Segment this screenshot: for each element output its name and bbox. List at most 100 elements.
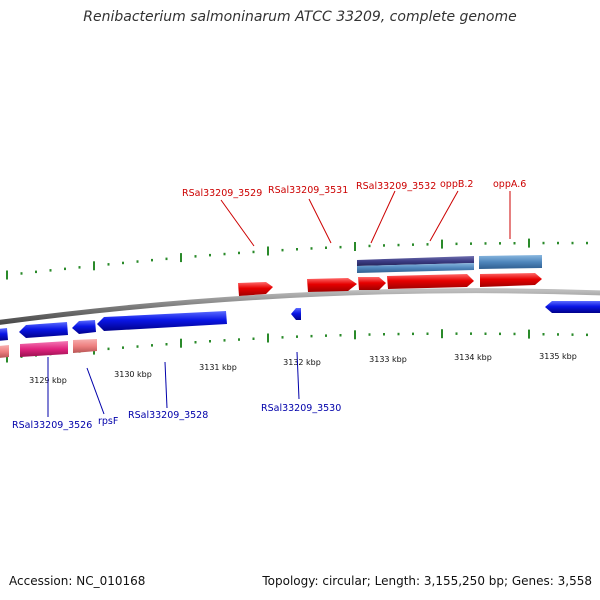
- gc-tick: [441, 329, 443, 339]
- gc-tick: [571, 333, 574, 336]
- gc-tick: [267, 333, 269, 343]
- accession-text: Accession: NC_010168: [9, 574, 146, 588]
- gene-rsal3526[interactable]: [19, 322, 68, 338]
- gc-tick: [484, 332, 487, 335]
- feature-operon-steel-b[interactable]: [479, 255, 542, 269]
- gc-tick: [586, 333, 588, 337]
- scale-tick-label: 3134 kbp: [454, 353, 492, 362]
- gc-tick: [136, 260, 139, 263]
- label-rpsF: rpsF: [98, 416, 118, 427]
- gc-tick: [412, 332, 414, 336]
- reverse-leader-lines: [47, 351, 300, 417]
- gene-oppB2[interactable]: [387, 274, 474, 289]
- gc-tick: [325, 334, 327, 337]
- gc-tick: [209, 340, 211, 343]
- gene-oppA6[interactable]: [480, 273, 542, 287]
- label-rsal3530: RSal33209_3530: [261, 403, 341, 414]
- gc-tick: [122, 261, 124, 265]
- gc-tick: [122, 346, 124, 349]
- gc-tick: [513, 242, 516, 245]
- gc-tick: [107, 347, 110, 351]
- gene-rsal3530[interactable]: [291, 308, 301, 320]
- gc-tick: [93, 261, 95, 271]
- gc-tick: [49, 269, 52, 272]
- gc-tick: [354, 330, 356, 340]
- gc-tick: [310, 247, 313, 250]
- gc-tick: [412, 243, 414, 246]
- scale-tick-label: 3131 kbp: [199, 363, 237, 372]
- gc-tick: [586, 241, 588, 245]
- gc-tick: [426, 243, 429, 246]
- gc-tick: [325, 246, 327, 249]
- scale-tick-label: 3133 kbp: [369, 355, 407, 364]
- gc-tick: [252, 337, 255, 340]
- gc-tick: [6, 270, 8, 280]
- gene-rsal3529[interactable]: [238, 282, 273, 296]
- gc-tick: [571, 241, 574, 245]
- map-title: Renibacterium salmoninarum ATCC 33209, c…: [83, 9, 517, 25]
- gc-tick: [151, 258, 153, 262]
- gc-tick: [383, 244, 385, 247]
- label-rsal3529: RSal33209_3529: [182, 188, 262, 199]
- gc-tick: [368, 333, 371, 336]
- feature-salmon[interactable]: [73, 339, 97, 353]
- gc-tick: [557, 333, 559, 336]
- label-rsal3528: RSal33209_3528: [128, 410, 208, 421]
- gc-tick: [238, 251, 240, 255]
- gc-tick: [180, 338, 182, 348]
- gc-tick: [151, 344, 153, 347]
- gc-skew-outer-track: [6, 238, 588, 280]
- gc-tick: [339, 334, 342, 337]
- gc-tick: [339, 245, 342, 249]
- gc-tick: [310, 334, 313, 338]
- label-oppA6: oppA.6: [493, 179, 526, 190]
- feature-operon-steel-a[interactable]: [357, 263, 474, 273]
- scale-tick-label: 3130 kbp: [114, 370, 152, 379]
- gc-tick: [383, 333, 385, 336]
- gc-tick: [296, 335, 298, 338]
- gc-tick: [78, 266, 81, 269]
- gene-rsal3531[interactable]: [307, 278, 357, 292]
- scale-tick-label: 3135 kbp: [539, 352, 577, 361]
- scale-tick-label: 3132 kbp: [283, 358, 321, 367]
- feature-salmon-left[interactable]: [0, 345, 9, 358]
- label-rsal3532: RSal33209_3532: [356, 181, 436, 192]
- gene-reverse-0[interactable]: [0, 328, 8, 341]
- gc-tick: [165, 257, 168, 261]
- genome-summary-text: Topology: circular; Length: 3,155,250 bp…: [262, 574, 592, 588]
- gc-tick: [499, 332, 501, 336]
- gc-tick: [470, 242, 472, 245]
- gc-tick: [209, 253, 211, 257]
- feature-pink[interactable]: [20, 341, 68, 357]
- gc-tick: [194, 341, 197, 344]
- gc-tick: [35, 270, 37, 274]
- gc-tick: [238, 338, 240, 341]
- gc-tick: [252, 250, 255, 254]
- gc-tick: [20, 272, 23, 275]
- label-rsal3526: RSal33209_3526: [12, 420, 92, 431]
- gc-tick: [557, 241, 559, 245]
- label-oppB2: oppB.2: [440, 179, 473, 190]
- gc-tick: [6, 353, 8, 363]
- gc-tick: [281, 248, 284, 252]
- gc-tick: [368, 244, 371, 248]
- gc-tick: [455, 332, 458, 335]
- gc-tick: [397, 243, 400, 247]
- gc-tick: [267, 246, 269, 256]
- gene-reverse-right[interactable]: [545, 301, 600, 313]
- gc-tick: [513, 332, 516, 336]
- gc-tick: [499, 242, 501, 245]
- gc-tick: [136, 345, 139, 348]
- feature-operon-purple[interactable]: [357, 256, 474, 266]
- gene-rpsF[interactable]: [72, 320, 96, 334]
- gene-rsal3532[interactable]: [358, 277, 386, 290]
- gc-tick: [528, 329, 530, 339]
- gene-rsal3528[interactable]: [97, 311, 227, 331]
- gc-tick: [223, 339, 226, 342]
- gc-tick: [223, 252, 226, 256]
- gc-tick: [194, 255, 197, 258]
- genome-backbone: [0, 288, 600, 325]
- gc-tick: [180, 253, 182, 263]
